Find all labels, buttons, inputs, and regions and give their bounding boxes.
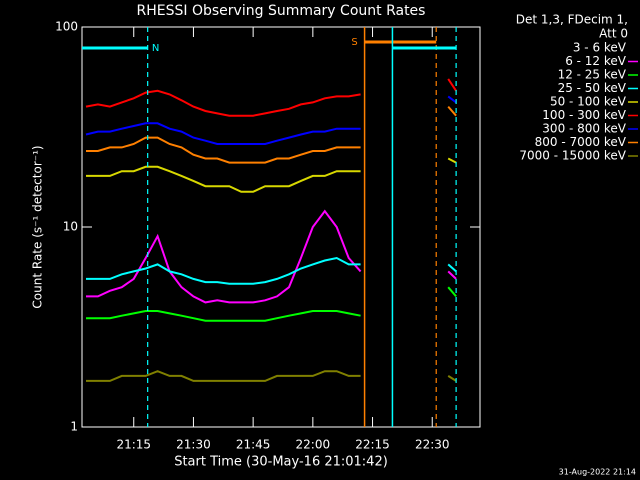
- y-axis-label: Count Rate (s⁻¹ detector⁻¹): [31, 145, 45, 308]
- chart-title: RHESSI Observing Summary Count Rates: [137, 3, 426, 19]
- legend-label: 3 - 6 keV: [573, 41, 627, 55]
- series-line: [85, 78, 457, 117]
- series-line: [86, 157, 457, 193]
- legend-label: 25 - 50 keV: [558, 81, 627, 95]
- x-axis-label: Start Time (30-May-16 21:01:42): [174, 455, 388, 470]
- x-tick-label: 21:30: [176, 438, 211, 452]
- legend-label: 800 - 7000 keV: [535, 135, 627, 149]
- series-line: [85, 95, 457, 145]
- y-tick-label: 10: [63, 220, 78, 234]
- x-tick-label: 21:15: [116, 438, 151, 452]
- flag-label: S: [351, 37, 357, 48]
- legend-header: Att 0: [599, 27, 628, 41]
- series-line: [86, 256, 457, 285]
- legend-label: 12 - 25 keV: [558, 68, 627, 82]
- legend-label: 100 - 300 keV: [542, 108, 626, 122]
- x-tick-label: 22:00: [296, 438, 331, 452]
- x-tick-label: 22:30: [415, 438, 450, 452]
- x-tick-label: 21:45: [236, 438, 271, 452]
- y-tick-label: 1: [70, 420, 78, 434]
- x-tick-label: 22:15: [355, 438, 390, 452]
- legend-label: 6 - 12 keV: [565, 54, 627, 68]
- flag-label: N: [152, 43, 159, 54]
- series-line: [86, 286, 457, 322]
- series-line: [85, 268, 457, 388]
- series-line: [86, 105, 457, 164]
- footer: 31-Aug-2022 21:14: [559, 468, 636, 477]
- legend-label: 300 - 800 keV: [542, 122, 626, 136]
- legend-header: Det 1,3, FDecim 1,: [516, 13, 628, 27]
- legend-label: 50 - 100 keV: [550, 95, 627, 109]
- legend-label: 7000 - 15000 keV: [519, 149, 626, 163]
- series-line: [86, 370, 457, 382]
- y-tick-label: 100: [55, 20, 78, 34]
- series-line: [86, 209, 457, 304]
